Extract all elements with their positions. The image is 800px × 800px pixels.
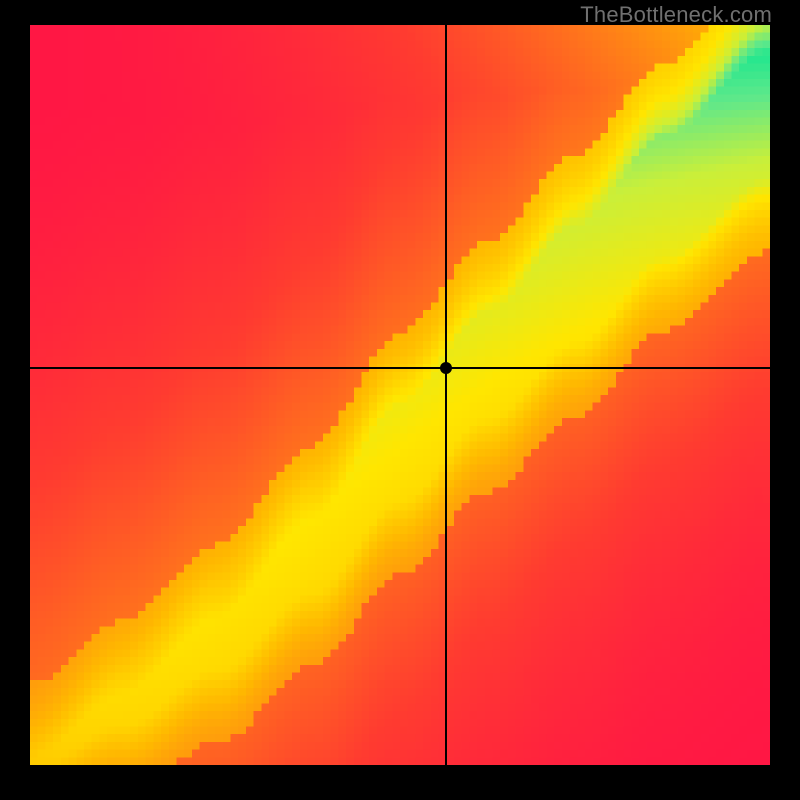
root-container: { "image": { "width": 800, "height": 800…: [0, 0, 800, 800]
heatmap-canvas: [30, 25, 770, 765]
